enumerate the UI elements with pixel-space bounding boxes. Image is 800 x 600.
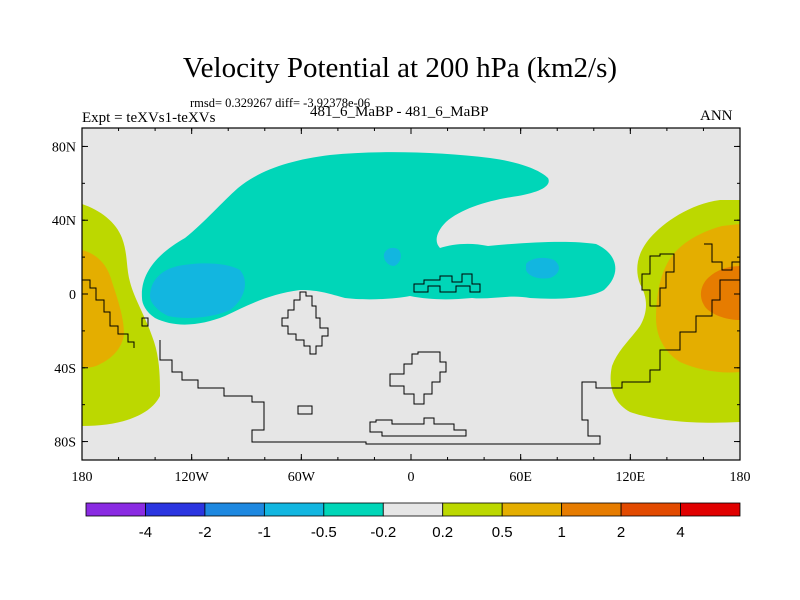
coastline-pacific-west [641,243,740,307]
contour-fields [82,128,740,460]
x-tick-label: 120W [175,470,210,485]
x-tick-label: 0 [408,470,415,485]
y-tick-label: 40N [52,214,76,229]
colorbar-label: -4 [139,524,152,541]
coastline-south-africa-islands [369,417,467,437]
coastlines [82,243,740,445]
colorbar-label: -1 [258,524,271,541]
colorbar-label: -0.5 [311,524,337,541]
y-tick-label: 80N [52,140,76,155]
coastline-arabia [413,273,481,293]
rmsd-diff-stats: rmsd= 0.329267 diff= -3.92378e-06 [190,96,371,110]
negative-core-atlantic [150,263,245,318]
positive-core-west-pacific [656,224,740,373]
x-tick-label: 60W [288,470,316,485]
positive-core-east-pacific [82,250,124,368]
colorbar-label: 1 [557,524,565,541]
colorbar-swatch [501,502,563,517]
coastline-pacific-island [141,317,149,327]
negative-core-sahara [383,247,401,266]
y-tick-label: 40S [54,362,76,377]
colorbar-swatch [620,502,681,517]
colorbar: -4 -2 -1 -0.5 -0.2 0.2 0.5 1 2 4 [85,502,741,541]
axis-ticks: 180 120W 60W 0 60E 120E 180 80N 40N 0 40S 80S [52,128,751,485]
y-tick-label: 0 [69,288,76,303]
colorbar-swatch [561,502,622,517]
coastline-small-island [297,405,313,415]
colorbar-label: 2 [617,524,625,541]
x-tick-label: 60E [509,470,532,485]
colorbar-swatch [680,502,741,517]
colorbar-swatch [263,502,325,517]
colorbar-swatch [85,502,146,517]
chart-title: Velocity Potential at 200 hPa (km2/s) [182,52,618,84]
colorbar-label: -2 [198,524,211,541]
colorbar-swatch [442,502,503,517]
coastline-africa [389,351,447,405]
colorbar-swatch [204,502,265,517]
coastline-pacific-east [82,279,135,348]
negative-region-main [141,152,616,325]
coastline-south-america [281,291,329,355]
colorbar-label: 0.2 [432,524,453,541]
negative-core-arabia [526,257,559,279]
colorbar-label: 0.5 [492,524,513,541]
x-tick-label: 180 [72,470,93,485]
experiment-label: Expt = teXVs1-teXVs [82,110,216,126]
case-names: 481_6_MaBP - 481_6_MaBP [310,104,489,120]
x-tick-label: 120E [616,470,646,485]
colorbar-label: -0.2 [370,524,396,541]
colorbar-swatch [145,502,206,517]
y-tick-label: 80S [54,436,76,451]
x-tick-label: 180 [730,470,751,485]
colorbar-label: 4 [676,524,684,541]
coastline-antarctica [159,279,740,445]
season-label: ANN [700,108,733,124]
colorbar-swatch [382,502,444,517]
colorbar-swatch [323,502,384,517]
